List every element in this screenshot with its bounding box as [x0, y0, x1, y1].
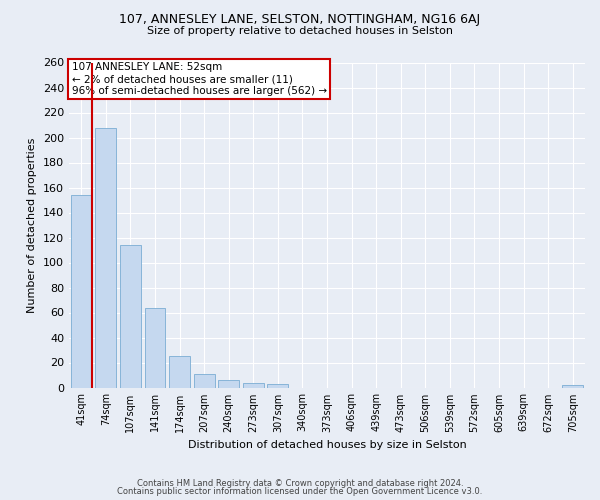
- Bar: [243, 382, 264, 388]
- Bar: [218, 380, 239, 388]
- Bar: [562, 385, 583, 388]
- Bar: [169, 356, 190, 388]
- Text: 107 ANNESLEY LANE: 52sqm
← 2% of detached houses are smaller (11)
96% of semi-de: 107 ANNESLEY LANE: 52sqm ← 2% of detache…: [71, 62, 327, 96]
- Text: Contains HM Land Registry data © Crown copyright and database right 2024.: Contains HM Land Registry data © Crown c…: [137, 478, 463, 488]
- Text: Size of property relative to detached houses in Selston: Size of property relative to detached ho…: [147, 26, 453, 36]
- Bar: [145, 308, 166, 388]
- Bar: [71, 195, 92, 388]
- Bar: [120, 245, 141, 388]
- Text: 107, ANNESLEY LANE, SELSTON, NOTTINGHAM, NG16 6AJ: 107, ANNESLEY LANE, SELSTON, NOTTINGHAM,…: [119, 12, 481, 26]
- Bar: [194, 374, 215, 388]
- X-axis label: Distribution of detached houses by size in Selston: Distribution of detached houses by size …: [188, 440, 466, 450]
- Bar: [95, 128, 116, 388]
- Y-axis label: Number of detached properties: Number of detached properties: [28, 138, 37, 312]
- Bar: [268, 384, 289, 388]
- Text: Contains public sector information licensed under the Open Government Licence v3: Contains public sector information licen…: [118, 487, 482, 496]
